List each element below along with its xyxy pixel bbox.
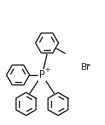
Text: P: P [39,70,45,80]
Text: Br: Br [80,62,90,72]
Text: −: − [85,62,90,68]
Text: +: + [44,67,50,73]
